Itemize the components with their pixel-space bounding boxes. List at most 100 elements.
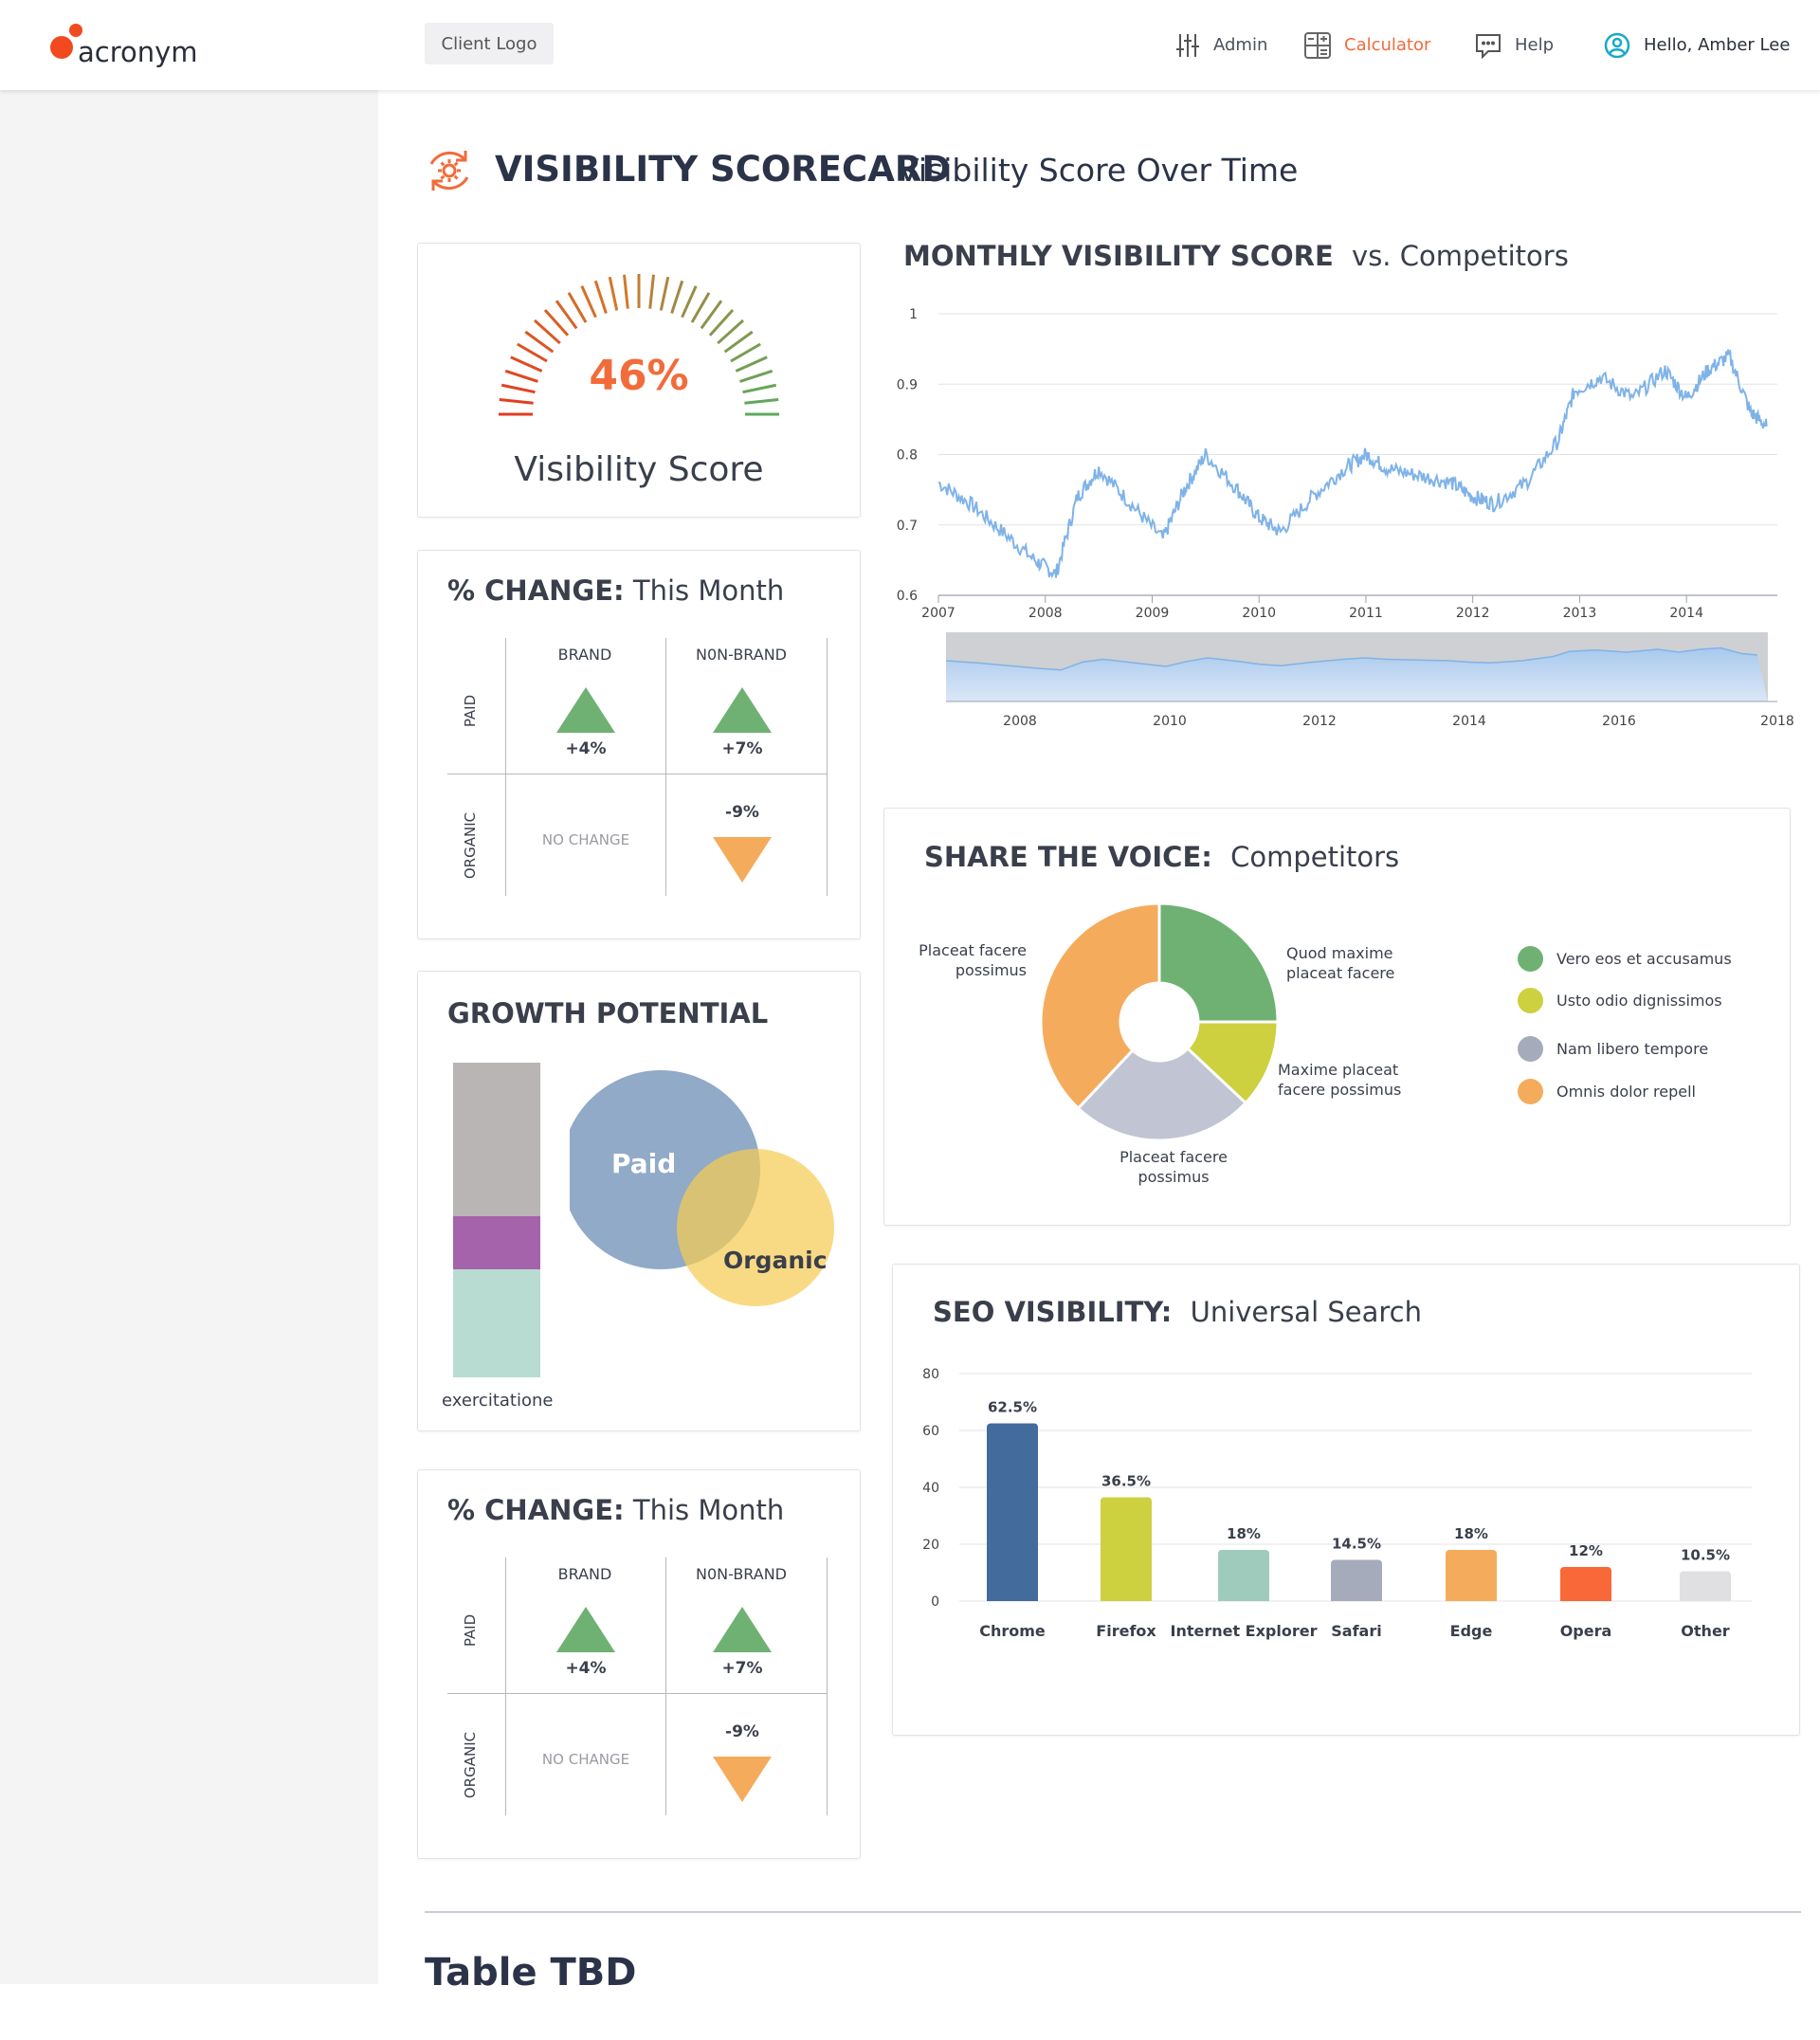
nav-calculator[interactable]: Calculator xyxy=(1304,0,1430,90)
seo-visibility-card: SEO VISIBILITY: Universal Search 0 20 40 60… xyxy=(892,1264,1800,1736)
seo-subtitle: Universal Search xyxy=(1190,1296,1422,1328)
bar xyxy=(1680,1571,1731,1601)
sliders-icon xyxy=(1176,33,1199,57)
navigator-tick-label: 2010 xyxy=(1153,714,1187,729)
gauge-tick xyxy=(742,383,777,394)
legend-label: Nam libero tempore xyxy=(1556,1040,1709,1058)
navigator-area xyxy=(946,647,1768,701)
organic-brand-change: NO CHANGE xyxy=(541,1751,630,1768)
gauge-tick xyxy=(681,285,698,319)
bar-value-label: 18% xyxy=(1454,1525,1488,1542)
change-subtitle: This Month xyxy=(632,574,785,607)
share-subtitle: Competitors xyxy=(1230,841,1400,873)
stack-segment-mint xyxy=(453,1269,540,1377)
change-title: % CHANGE: xyxy=(447,1494,625,1526)
y-tick-label: 0.6 xyxy=(897,589,918,604)
gauge-label: Visibility Score xyxy=(514,450,764,489)
bar-base xyxy=(1446,1598,1497,1601)
gauge-tick xyxy=(730,342,761,363)
user-menu[interactable]: Hello, Amber Lee xyxy=(1604,0,1790,90)
gauge-tick xyxy=(510,355,543,373)
gauge-tick xyxy=(700,300,723,330)
bar-category-label: Internet Explorer xyxy=(1170,1622,1317,1640)
stack-segment-purple xyxy=(453,1216,540,1269)
stack-segment-gray xyxy=(453,1063,540,1216)
monthly-line-chart[interactable]: 0.6 0.7 0.8 0.9 1 2007 2008 2009 2010 2011 2012 201… xyxy=(891,294,1801,739)
legend-item[interactable]: Vero eos et accusamus xyxy=(1518,946,1732,972)
gauge-tick xyxy=(524,330,555,354)
pie-label-orange: Placeat facere possimus xyxy=(919,941,1027,979)
row-header-paid: PAID xyxy=(462,694,479,728)
paid-nonbrand-change: +7% xyxy=(721,739,763,758)
gauge-tick xyxy=(735,355,768,373)
bar-value-label: 18% xyxy=(1227,1525,1261,1542)
visibility-series-line xyxy=(937,349,1768,579)
legend-item[interactable]: Usto odio dignissimos xyxy=(1518,988,1722,1013)
bar-category-label: Chrome xyxy=(979,1622,1046,1640)
gauge-tick xyxy=(517,342,548,363)
growth-title: GROWTH POTENTIAL xyxy=(447,997,769,1029)
y-tick-label: 60 xyxy=(922,1424,939,1439)
x-tick-label: 2012 xyxy=(1456,606,1490,621)
gauge-tick xyxy=(500,383,536,394)
row-header-organic: ORGANIC xyxy=(462,1731,479,1799)
navigator-tick-label: 2008 xyxy=(1003,714,1037,729)
gauge-tick xyxy=(504,369,538,383)
user-greeting: Hello, Amber Lee xyxy=(1644,35,1791,55)
seo-bar-chart[interactable]: 0 20 40 60 80 62.5% Chrome 36.5% Firefox 18% Inter… xyxy=(893,1350,1799,1720)
bar-base xyxy=(1218,1598,1269,1601)
x-tick-label: 2010 xyxy=(1242,606,1276,621)
gauge-tick xyxy=(534,319,561,345)
x-tick-label: 2009 xyxy=(1136,606,1170,621)
up-arrow-icon xyxy=(556,687,615,733)
change-card-1: % CHANGE: This Month BRAND N0N-BRAND PAI… xyxy=(417,550,861,939)
gauge-tick xyxy=(543,309,570,337)
change-subtitle: This Month xyxy=(632,1494,785,1526)
legend-swatch xyxy=(1518,988,1543,1013)
paid-brand-change: +4% xyxy=(565,739,607,758)
nav-help[interactable]: Help xyxy=(1475,0,1554,90)
brand-logo[interactable] xyxy=(49,23,87,64)
col-header-nonbrand: N0N-BRAND xyxy=(696,646,787,664)
gauge-tick xyxy=(499,398,534,405)
gauge-tick xyxy=(648,274,655,309)
bar xyxy=(1560,1567,1611,1601)
grid-line xyxy=(665,638,666,896)
paid-brand-change: +4% xyxy=(565,1659,607,1678)
pie-label-yellow: Maxime placeat facere possimus xyxy=(1278,1061,1402,1099)
up-arrow-icon xyxy=(713,687,772,733)
monthly-subtitle: vs. Competitors xyxy=(1352,240,1569,272)
navigator-tick-label: 2016 xyxy=(1602,714,1636,729)
col-header-brand: BRAND xyxy=(557,1565,612,1583)
gauge-tick xyxy=(555,300,578,330)
nav-admin[interactable]: Admin xyxy=(1175,0,1267,90)
nav-calculator-label: Calculator xyxy=(1344,35,1431,55)
bar xyxy=(1331,1559,1382,1601)
legend-item[interactable]: Omnis dolor repell xyxy=(1518,1079,1696,1104)
navigator-tick-label: 2018 xyxy=(1760,714,1794,729)
share-pie-chart[interactable] xyxy=(1036,899,1283,1145)
x-tick-label: 2013 xyxy=(1563,606,1597,621)
legend-item[interactable]: Nam libero tempore xyxy=(1518,1036,1708,1062)
logo-dots-icon xyxy=(50,24,82,59)
gauge-tick xyxy=(670,280,684,314)
navigator-tick-label: 2012 xyxy=(1302,714,1337,729)
up-arrow-icon xyxy=(556,1607,615,1652)
bar xyxy=(987,1423,1038,1601)
gauge-chart xyxy=(499,274,779,416)
grid-line xyxy=(505,638,506,896)
col-header-nonbrand: N0N-BRAND xyxy=(696,1565,787,1583)
bar xyxy=(1101,1497,1152,1601)
table-title: Table TBD xyxy=(425,1951,637,1994)
share-title: SHARE THE VOICE: xyxy=(924,841,1212,873)
y-tick-label: 0.7 xyxy=(897,519,918,534)
section-divider xyxy=(425,1911,1801,1913)
user-avatar-icon xyxy=(1604,32,1630,58)
bar-base xyxy=(1680,1598,1731,1601)
venn-diagram xyxy=(570,1070,834,1306)
grid-line xyxy=(827,638,828,896)
y-tick-label: 40 xyxy=(922,1481,939,1496)
bar xyxy=(1218,1550,1269,1601)
row-header-organic: ORGANIC xyxy=(462,811,479,880)
monthly-title: MONTHLY VISIBILITY SCORE xyxy=(903,240,1334,272)
